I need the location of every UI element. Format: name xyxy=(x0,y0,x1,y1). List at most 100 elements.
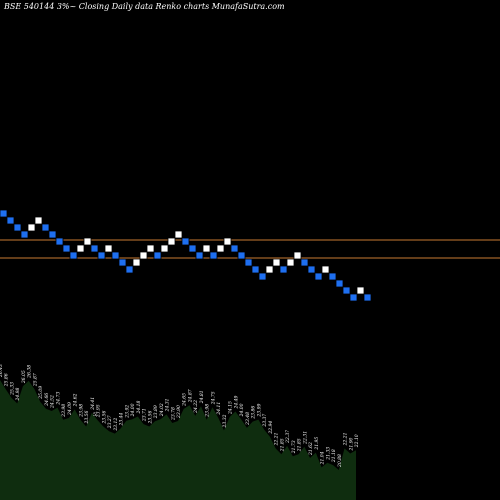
volume-label: 24.87 xyxy=(187,389,193,403)
renko-brick-down xyxy=(41,223,50,232)
renko-brick-up xyxy=(356,286,365,295)
volume-label: 23.90 xyxy=(176,405,182,419)
volume-label: 24.52 xyxy=(50,395,56,409)
renko-brick-down xyxy=(258,272,267,281)
volume-label: 23.56 xyxy=(101,411,107,425)
volume-label: 24.81 xyxy=(199,390,205,404)
volume-label: 21.04 xyxy=(320,451,326,465)
volume-label: 24.15 xyxy=(228,401,234,415)
volume-label: 23.98 xyxy=(78,404,84,418)
volume-label: 23.78 xyxy=(170,407,176,421)
volume-label: 24.73 xyxy=(55,392,61,406)
volume-label: 24.66 xyxy=(44,393,50,407)
renko-brick-up xyxy=(76,244,85,253)
volume-label: 22.94 xyxy=(268,421,274,435)
volume-label: 24.65 xyxy=(182,393,188,407)
renko-brick-down xyxy=(237,251,246,260)
volume-label: 23.56 xyxy=(84,411,90,425)
volume-label: 20.88 xyxy=(337,454,343,468)
volume-label: 23.48 xyxy=(245,412,251,426)
renko-brick-down xyxy=(97,251,106,260)
renko-brick-up xyxy=(27,223,36,232)
volume-label: 23.92 xyxy=(124,405,130,419)
volume-label: 25.09 xyxy=(38,386,44,400)
volume-label: 25.87 xyxy=(32,373,38,387)
level-lines xyxy=(0,239,500,259)
renko-brick-up xyxy=(216,244,225,253)
volume-label: 22.31 xyxy=(302,431,308,445)
renko-brick-down xyxy=(13,223,22,232)
renko-brick-down xyxy=(20,230,29,239)
renko-brick-down xyxy=(118,258,127,267)
chart-title: BSE 540144 3%~ Closing Daily data Renko … xyxy=(4,2,285,11)
volume-label: 23.86 xyxy=(251,406,257,420)
renko-brick-down xyxy=(153,251,162,260)
renko-brick-down xyxy=(328,272,337,281)
volume-label: 26.43 xyxy=(0,364,4,378)
volume-label: 24.62 xyxy=(73,393,79,407)
renko-brick-down xyxy=(188,244,197,253)
renko-brick-down xyxy=(55,237,64,246)
volume-label: 22.21 xyxy=(274,433,280,447)
volume-label: 21.33 xyxy=(325,447,331,461)
renko-brick-down xyxy=(314,272,323,281)
renko-brick-up xyxy=(272,258,281,267)
renko-brick-up xyxy=(265,265,274,274)
renko-brick-up xyxy=(34,216,43,225)
renko-brick-up xyxy=(132,258,141,267)
volume-label: 23.44 xyxy=(119,412,125,426)
volume-label: 21.73 xyxy=(291,440,297,454)
renko-brick-down xyxy=(62,244,71,253)
volume-label: 22.37 xyxy=(285,430,291,444)
volume-label: 24.75 xyxy=(210,391,216,405)
renko-brick-up xyxy=(202,244,211,253)
volume-label: 24.00 xyxy=(130,403,136,417)
renko-brick-down xyxy=(6,216,15,225)
renko-brick-down xyxy=(125,265,134,274)
volume-label: 24.22 xyxy=(193,400,199,414)
renko-brick-down xyxy=(181,237,190,246)
renko-brick-up xyxy=(139,251,148,260)
renko-brick-up xyxy=(174,230,183,239)
volume-label: 25.86 xyxy=(4,373,10,387)
volume-label: 22.10 xyxy=(354,434,360,448)
renko-brick-down xyxy=(111,251,120,260)
renko-brick-up xyxy=(293,251,302,260)
renko-brick-up xyxy=(160,244,169,253)
volume-label: 23.98 xyxy=(61,404,67,418)
renko-brick-up xyxy=(286,258,295,267)
volume-label: 23.27 xyxy=(107,415,113,429)
volume-label: 23.12 xyxy=(113,418,119,432)
volume-label: 24.31 xyxy=(165,398,171,412)
volume-label: 21.95 xyxy=(314,437,320,451)
renko-brick-down xyxy=(209,251,218,260)
volume-label: 24.98 xyxy=(15,387,21,401)
renko-brick-up xyxy=(83,237,92,246)
renko-brick-down xyxy=(90,244,99,253)
renko-brick-up xyxy=(223,237,232,246)
renko-brick-down xyxy=(69,251,78,260)
volume-label: 23.32 xyxy=(222,414,228,428)
volume-label: 24.09 xyxy=(67,402,73,416)
volume-label: 24.11 xyxy=(216,402,222,416)
volume-label: 21.85 xyxy=(279,438,285,452)
renko-brick-up xyxy=(167,237,176,246)
renko-brick-down xyxy=(0,209,8,218)
renko-brick-down xyxy=(251,265,260,274)
renko-brick-down xyxy=(335,279,344,288)
renko-brick-down xyxy=(363,293,372,302)
volume-label: 21.62 xyxy=(308,442,314,456)
volume-label: 24.41 xyxy=(90,397,96,411)
renko-brick-down xyxy=(300,258,309,267)
volume-label: 25.33 xyxy=(9,382,15,396)
renko-brick-down xyxy=(307,265,316,274)
renko-brick-up xyxy=(146,244,155,253)
volume-label: 23.89 xyxy=(153,405,159,419)
volume-label: 23.37 xyxy=(262,414,268,428)
volume-area xyxy=(0,380,356,500)
renko-brick-down xyxy=(195,251,204,260)
volume-label: 26.05 xyxy=(21,370,27,384)
volume-label: 23.56 xyxy=(147,411,153,425)
